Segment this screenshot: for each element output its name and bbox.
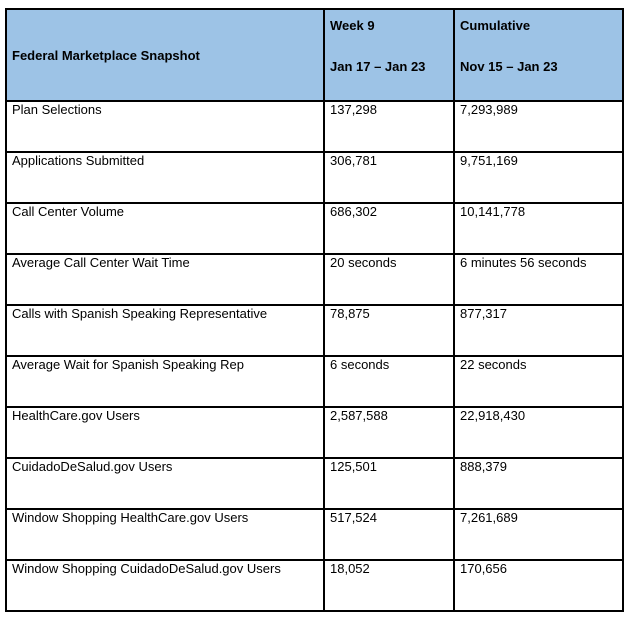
metric-label: CuidadoDeSalud.gov Users bbox=[5, 457, 325, 510]
metric-label: Call Center Volume bbox=[5, 202, 325, 255]
week-value: 18,052 bbox=[323, 559, 455, 612]
table-header: Federal Marketplace Snapshot Week 9 Jan … bbox=[5, 8, 624, 102]
table-row: Applications Submitted 306,781 9,751,169 bbox=[5, 151, 624, 204]
table-row: Call Center Volume 686,302 10,141,778 bbox=[5, 202, 624, 255]
cumulative-value: 22 seconds bbox=[453, 355, 624, 408]
metric-label: Plan Selections bbox=[5, 100, 325, 153]
table-row: Window Shopping CuidadoDeSalud.gov Users… bbox=[5, 559, 624, 612]
table-row: Window Shopping HealthCare.gov Users 517,… bbox=[5, 508, 624, 561]
week-label: Week 9 bbox=[330, 18, 375, 33]
metric-label: Applications Submitted bbox=[5, 151, 325, 204]
cumulative-value: 6 minutes 56 seconds bbox=[453, 253, 624, 306]
cumulative-value: 7,293,989 bbox=[453, 100, 624, 153]
cumulative-value: 170,656 bbox=[453, 559, 624, 612]
metric-label: Window Shopping CuidadoDeSalud.gov Users bbox=[5, 559, 325, 612]
header-cumulative-cell: Cumulative Nov 15 – Jan 23 bbox=[453, 8, 624, 102]
cumulative-date-range: Nov 15 – Jan 23 bbox=[460, 59, 558, 74]
week-value: 137,298 bbox=[323, 100, 455, 153]
metric-label: HealthCare.gov Users bbox=[5, 406, 325, 459]
table-row: Average Wait for Spanish Speaking Rep 6 s… bbox=[5, 355, 624, 408]
header-title-cell: Federal Marketplace Snapshot bbox=[5, 8, 325, 102]
cumulative-value: 7,261,689 bbox=[453, 508, 624, 561]
federal-marketplace-table: Federal Marketplace Snapshot Week 9 Jan … bbox=[5, 8, 624, 612]
week-value: 306,781 bbox=[323, 151, 455, 204]
cumulative-value: 9,751,169 bbox=[453, 151, 624, 204]
week-value: 20 seconds bbox=[323, 253, 455, 306]
table-title: Federal Marketplace Snapshot bbox=[12, 47, 200, 63]
cumulative-label: Cumulative bbox=[460, 18, 531, 33]
metric-label: Average Call Center Wait Time bbox=[5, 253, 325, 306]
metric-label: Calls with Spanish Speaking Representati… bbox=[5, 304, 325, 357]
table-body: Plan Selections 137,298 7,293,989 Applicati… bbox=[5, 100, 624, 612]
week-value: 686,302 bbox=[323, 202, 455, 255]
metric-label: Window Shopping HealthCare.gov Users bbox=[5, 508, 325, 561]
table-row: Plan Selections 137,298 7,293,989 bbox=[5, 100, 624, 153]
table-row: CuidadoDeSalud.gov Users 125,501 888,379 bbox=[5, 457, 624, 510]
table-row: HealthCare.gov Users 2,587,588 22,918,430 bbox=[5, 406, 624, 459]
header-row: Federal Marketplace Snapshot Week 9 Jan … bbox=[5, 8, 624, 102]
metric-label: Average Wait for Spanish Speaking Rep bbox=[5, 355, 325, 408]
cumulative-value: 22,918,430 bbox=[453, 406, 624, 459]
week-value: 6 seconds bbox=[323, 355, 455, 408]
cumulative-value: 888,379 bbox=[453, 457, 624, 510]
week-value: 125,501 bbox=[323, 457, 455, 510]
week-date-range: Jan 17 – Jan 23 bbox=[330, 59, 426, 74]
week-value: 78,875 bbox=[323, 304, 455, 357]
header-week-cell: Week 9 Jan 17 – Jan 23 bbox=[323, 8, 455, 102]
week-value: 2,587,588 bbox=[323, 406, 455, 459]
table-row: Calls with Spanish Speaking Representati… bbox=[5, 304, 624, 357]
table-row: Average Call Center Wait Time 20 seconds 6… bbox=[5, 253, 624, 306]
week-value: 517,524 bbox=[323, 508, 455, 561]
cumulative-value: 10,141,778 bbox=[453, 202, 624, 255]
cumulative-value: 877,317 bbox=[453, 304, 624, 357]
